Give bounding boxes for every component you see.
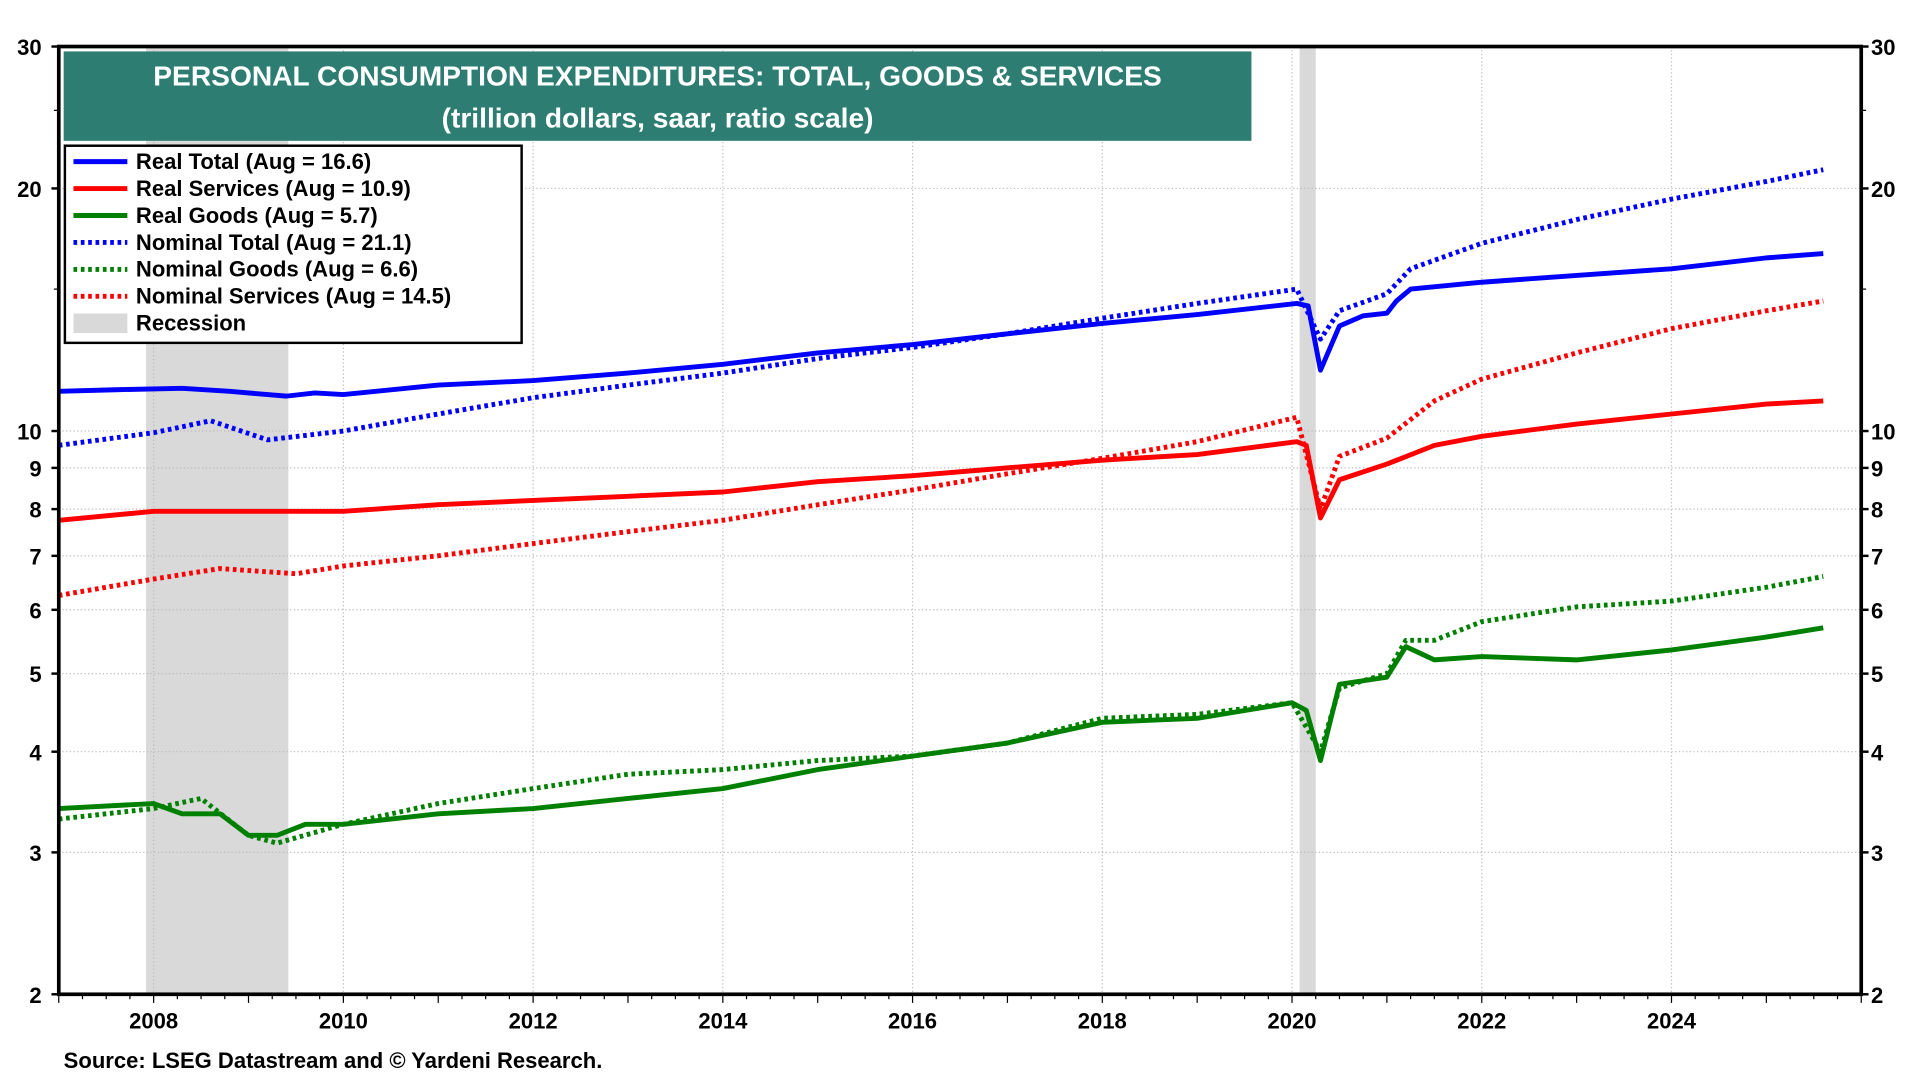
legend-label: Real Services (Aug = 10.9) xyxy=(136,176,411,201)
series-line xyxy=(58,251,1824,399)
y-tick-label-right: 7 xyxy=(1871,544,1883,569)
y-tick-label-right: 10 xyxy=(1871,420,1896,445)
legend-label: Real Total (Aug = 16.6) xyxy=(136,149,371,174)
y-tick-label-left: 10 xyxy=(17,420,42,445)
legend-label: Nominal Services (Aug = 14.5) xyxy=(136,284,451,309)
series-line xyxy=(58,574,1824,846)
y-tick-label-right: 6 xyxy=(1871,598,1883,623)
legend-label: Nominal Total (Aug = 21.1) xyxy=(136,230,412,255)
chart-title: PERSONAL CONSUMPTION EXPENDITURES: TOTAL… xyxy=(153,61,1162,92)
y-tick-label-left: 6 xyxy=(29,598,41,623)
legend-box xyxy=(63,144,523,345)
series-line xyxy=(58,167,1824,448)
x-tick-label: 2014 xyxy=(698,1009,748,1034)
title-box xyxy=(63,51,1252,141)
legend-label: Real Goods (Aug = 5.7) xyxy=(136,203,378,228)
x-tick-label: 2020 xyxy=(1268,1009,1317,1034)
y-tick-label-left: 20 xyxy=(17,177,42,202)
x-tick-label: 2018 xyxy=(1078,1009,1127,1034)
legend-label: Nominal Goods (Aug = 6.6) xyxy=(136,257,418,282)
y-tick-label-right: 20 xyxy=(1871,177,1896,202)
chart-subtitle: (trillion dollars, saar, ratio scale) xyxy=(442,102,874,133)
y-axis-right: 2 3 4 5 6 7 8 9 10 20 30 xyxy=(1861,35,1896,1008)
legend: Real Total (Aug = 16.6)Real Services (Au… xyxy=(63,144,523,345)
x-tick-label: 2022 xyxy=(1457,1009,1506,1034)
y-tick-label-left: 8 xyxy=(29,498,41,523)
y-tick-label-right: 30 xyxy=(1871,35,1896,60)
series-line xyxy=(58,398,1824,523)
series-lines xyxy=(58,167,1824,846)
y-tick-label-left: 4 xyxy=(29,740,42,765)
recession-band xyxy=(1299,46,1316,995)
y-tick-label-left: 9 xyxy=(29,456,41,481)
y-tick-label-right: 3 xyxy=(1871,841,1883,866)
y-tick-label-left: 2 xyxy=(29,983,41,1008)
x-tick-label: 2008 xyxy=(129,1009,178,1034)
y-tick-label-right: 5 xyxy=(1871,662,1883,687)
y-tick-label-left: 3 xyxy=(29,841,41,866)
y-tick-label-right: 9 xyxy=(1871,456,1883,481)
y-tick-label-left: 5 xyxy=(29,662,41,687)
source-note: Source: LSEG Datastream and © Yardeni Re… xyxy=(64,1048,603,1073)
x-tick-label: 2016 xyxy=(888,1009,937,1034)
y-tick-label-left: 30 xyxy=(17,35,42,60)
x-tick-label: 2010 xyxy=(319,1009,368,1034)
x-tick-label: 2012 xyxy=(509,1009,558,1034)
y-axis-left: 2 3 4 5 6 7 8 9 10 20 30 xyxy=(17,35,59,1008)
legend-label: Recession xyxy=(136,311,246,336)
y-tick-label-right: 4 xyxy=(1871,740,1884,765)
y-tick-label-right: 8 xyxy=(1871,498,1883,523)
legend-swatch-recession xyxy=(73,313,128,334)
y-tick-label-right: 2 xyxy=(1871,983,1883,1008)
series-line xyxy=(58,298,1824,598)
x-axis: 2008 2010 2012 2014 2016 2018 2020 2022 2024 xyxy=(58,994,1862,1034)
y-tick-label-left: 7 xyxy=(29,544,41,569)
x-tick-label: 2024 xyxy=(1647,1009,1697,1034)
series-line xyxy=(58,625,1824,838)
